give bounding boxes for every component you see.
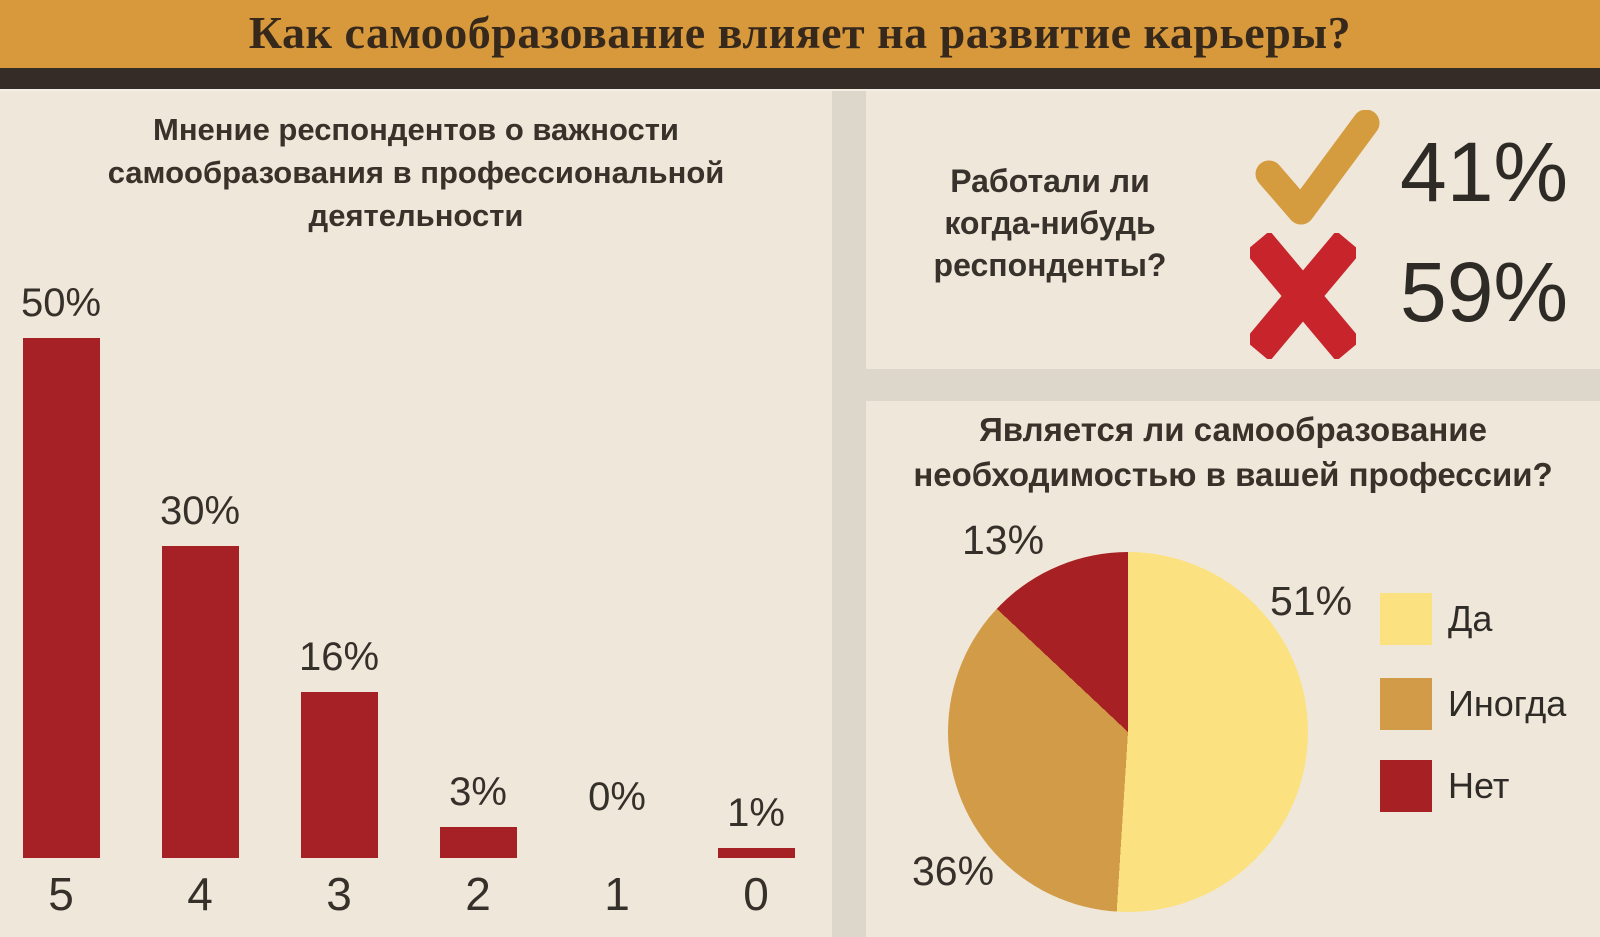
bar-category-label-2: 2 — [465, 868, 491, 920]
bar-chart-title-line3: деятельности — [308, 198, 524, 233]
bar-chart-title-line2: самообразования в профессиональной — [107, 155, 725, 190]
pie-chart-title-line1: Является ли самообразование — [979, 411, 1487, 448]
divider-line — [0, 89, 1600, 91]
pie-label-sometimes: 36% — [912, 848, 995, 894]
legend-swatch-yes — [1380, 593, 1432, 645]
pie-label-yes: 51% — [1270, 578, 1353, 624]
page-title: Как самообразование влияет на развитие к… — [248, 7, 1352, 58]
bar-chart-panel — [0, 91, 832, 937]
employment-question-line1: Работали ли — [950, 163, 1150, 199]
bar-value-label-2: 3% — [449, 769, 507, 814]
employment-question: Работали ли когда-нибудь респонденты? — [900, 160, 1200, 286]
header-band: Как самообразование влияет на развитие к… — [0, 0, 1600, 68]
legend-item-yes: Да — [1380, 593, 1492, 645]
bar-chart-title: Мнение респондентов о важности самообраз… — [36, 108, 796, 237]
yes-percentage: 41% — [1400, 125, 1569, 219]
bar-value-label-0: 1% — [727, 790, 785, 835]
pie-chart-title: Является ли самообразование необходимост… — [886, 407, 1580, 497]
legend-label-no: Нет — [1448, 765, 1510, 806]
no-percentage: 59% — [1400, 245, 1569, 339]
bar-category-label-4: 4 — [187, 868, 213, 920]
legend-label-yes: Да — [1448, 598, 1493, 639]
employment-question-line3: респонденты? — [933, 247, 1167, 283]
bar-3 — [300, 691, 378, 858]
bar-value-label-1: 0% — [588, 775, 646, 819]
legend-item-no: Нет — [1380, 760, 1509, 812]
bar-2 — [439, 826, 517, 858]
bar-4 — [161, 546, 239, 858]
bar-value-label-3: 16% — [298, 634, 380, 679]
pie-label-no: 13% — [962, 517, 1045, 563]
legend-swatch-sometimes — [1380, 678, 1432, 730]
employment-question-line2: когда-нибудь — [944, 205, 1156, 241]
cross-icon — [1250, 233, 1356, 359]
bar-value-label-5: 50% — [20, 281, 102, 325]
checkmark-icon — [1255, 110, 1380, 225]
legend-label-sometimes: Иногда — [1448, 683, 1567, 724]
legend-item-sometimes: Иногда — [1380, 678, 1566, 730]
bar-category-label-1: 1 — [604, 868, 630, 920]
legend-swatch-no — [1380, 760, 1432, 812]
bar-category-label-5: 5 — [48, 868, 74, 920]
bar-5 — [22, 338, 100, 858]
bar-value-label-4: 30% — [159, 489, 241, 533]
bar-category-label-3: 3 — [326, 868, 352, 920]
employment-panel — [866, 91, 1600, 369]
divider-bar — [0, 68, 1600, 89]
bar-category-label-0: 0 — [743, 868, 769, 920]
pie-chart — [948, 552, 1308, 912]
bar-0 — [717, 847, 795, 858]
bar-chart-title-line1: Мнение респондентов о важности — [153, 112, 679, 147]
pie-chart-title-line2: необходимостью в вашей профессии? — [913, 456, 1553, 493]
